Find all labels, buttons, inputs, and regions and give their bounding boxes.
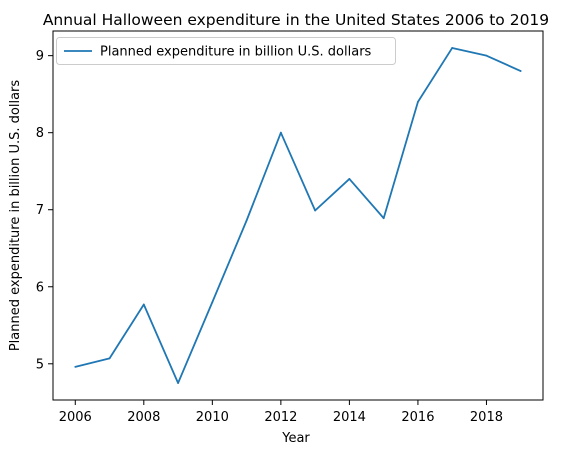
x-tick-label: 2012 — [264, 410, 297, 425]
legend-label: Planned expenditure in billion U.S. doll… — [100, 45, 372, 60]
chart-title: Annual Halloween expenditure in the Unit… — [43, 11, 549, 29]
legend-frame — [56, 37, 396, 65]
plot-area — [53, 31, 543, 400]
y-tick-label: 9 — [36, 49, 44, 64]
x-tick-label: 2014 — [333, 410, 366, 425]
y-tick-label: 8 — [36, 126, 44, 141]
data-point — [142, 303, 145, 306]
data-point — [314, 209, 317, 212]
data-point — [177, 382, 179, 384]
series-layer — [74, 47, 522, 384]
data-point — [74, 365, 77, 368]
x-tick-label: 2006 — [59, 410, 92, 425]
x-axis-label: Year — [281, 431, 310, 446]
x-tick-label: 2010 — [196, 410, 229, 425]
data-point — [245, 219, 248, 222]
plot-background — [53, 31, 543, 400]
y-axis: 5 6 7 8 9 — [36, 49, 53, 372]
x-axis: 2006 2008 2010 2012 2014 2016 2018 — [59, 400, 503, 425]
y-tick-label: 7 — [36, 203, 44, 218]
data-point — [519, 70, 522, 72]
data-point — [382, 217, 385, 220]
data-point — [211, 301, 214, 304]
data-point — [451, 47, 454, 49]
y-axis-label: Planned expenditure in billion U.S. doll… — [8, 80, 23, 352]
plot-border — [52, 30, 544, 401]
data-point — [108, 357, 111, 360]
y-tick-label: 5 — [36, 357, 44, 372]
data-point — [279, 131, 282, 134]
series-line — [75, 47, 522, 384]
legend: Planned expenditure in billion U.S. doll… — [56, 37, 396, 65]
y-tick-label: 6 — [36, 280, 44, 295]
data-point — [348, 178, 351, 180]
data-point — [485, 54, 488, 57]
x-tick-label: 2018 — [470, 410, 503, 425]
x-tick-label: 2016 — [401, 410, 434, 425]
data-point — [417, 100, 419, 103]
x-tick-label: 2008 — [127, 410, 160, 425]
